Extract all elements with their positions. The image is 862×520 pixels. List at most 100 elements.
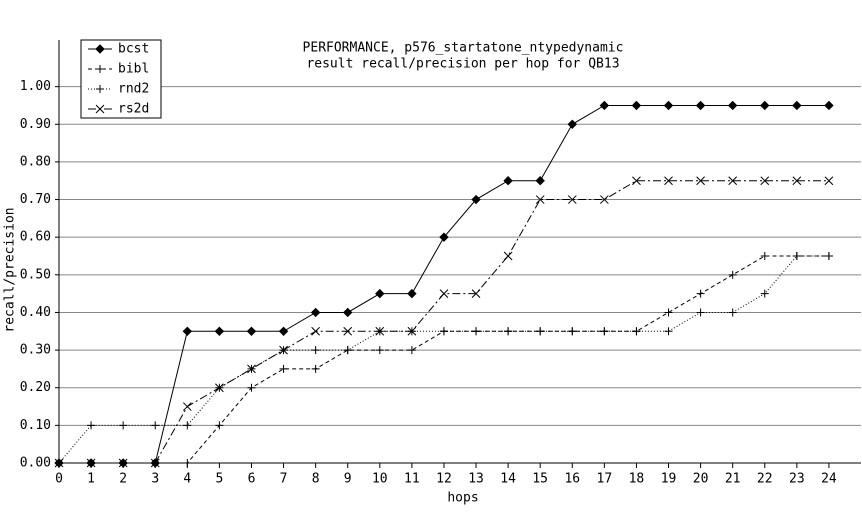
y-tick-label: 0.60 [20, 230, 51, 245]
series-line [59, 180, 829, 464]
marker [343, 307, 353, 318]
y-tick-label: 0.10 [20, 418, 51, 433]
marker [151, 421, 160, 430]
x-tick-label: 7 [280, 472, 288, 487]
legend-label: bibl [118, 62, 149, 77]
marker [278, 326, 289, 336]
marker [727, 100, 738, 111]
marker [279, 364, 288, 373]
marker [600, 327, 609, 336]
marker [760, 289, 769, 298]
legend-marker [96, 65, 104, 73]
marker [439, 232, 449, 242]
marker [279, 345, 288, 355]
marker [599, 100, 610, 111]
y-tick-label: 0.50 [20, 267, 51, 282]
chart-title: PERFORMANCE, p576_startatone_ntypedynami… [303, 41, 624, 56]
x-tick-label: 17 [597, 472, 613, 487]
marker [824, 176, 834, 186]
marker [760, 176, 770, 186]
marker [760, 100, 770, 111]
marker [728, 176, 738, 186]
legend-marker [95, 44, 105, 54]
marker [471, 289, 481, 298]
marker [535, 176, 545, 186]
marker [696, 176, 705, 186]
x-tick-label: 1 [87, 472, 95, 487]
marker [215, 383, 224, 393]
marker [664, 176, 673, 186]
marker [246, 326, 257, 336]
marker [824, 100, 834, 111]
x-tick-label: 20 [693, 472, 709, 487]
y-tick-label: 0.70 [20, 192, 51, 207]
marker [183, 421, 192, 430]
y-tick-label: 0.30 [20, 343, 51, 358]
x-axis-label: hops [447, 491, 478, 506]
marker [568, 327, 577, 336]
x-tick-label: 16 [564, 472, 580, 487]
legend-marker [96, 85, 104, 93]
marker [632, 327, 641, 336]
marker [792, 100, 802, 111]
x-tick-label: 15 [532, 472, 548, 487]
marker [663, 100, 674, 111]
y-tick-label: 0.90 [20, 117, 51, 132]
marker [214, 326, 225, 336]
marker [535, 195, 545, 204]
marker [696, 308, 705, 317]
marker [536, 327, 545, 336]
x-tick-label: 11 [404, 472, 420, 487]
marker [182, 402, 192, 411]
y-tick-label: 1.00 [20, 79, 51, 94]
marker [407, 326, 417, 336]
legend-box [80, 39, 162, 119]
x-tick-label: 18 [629, 472, 645, 487]
marker [375, 288, 385, 299]
marker [471, 194, 481, 205]
x-tick-label: 24 [821, 472, 837, 487]
marker [728, 308, 737, 317]
marker [247, 383, 256, 392]
marker [343, 326, 353, 336]
marker [247, 364, 256, 374]
marker [343, 346, 352, 355]
marker [472, 327, 481, 336]
marker [310, 307, 321, 318]
marker [311, 364, 320, 373]
marker [696, 289, 705, 298]
x-tick-label: 13 [468, 472, 484, 487]
marker [695, 100, 706, 111]
marker [119, 421, 128, 430]
marker [567, 119, 577, 129]
y-tick-label: 0.20 [20, 380, 51, 395]
marker [215, 421, 224, 430]
marker [439, 327, 448, 336]
x-tick-label: 22 [757, 472, 773, 487]
marker [182, 326, 193, 336]
marker [311, 346, 320, 355]
series-line [59, 104, 829, 464]
marker [375, 326, 385, 336]
x-tick-label: 10 [372, 472, 388, 487]
marker [760, 252, 769, 260]
marker [792, 252, 801, 260]
marker [824, 252, 833, 260]
marker [311, 326, 320, 336]
x-tick-label: 12 [436, 472, 452, 487]
marker [504, 327, 513, 336]
marker [407, 346, 416, 355]
series-line [59, 255, 829, 464]
marker [86, 458, 96, 468]
marker [87, 421, 96, 430]
x-tick-label: 0 [55, 472, 63, 487]
series-line [58, 255, 829, 464]
marker [150, 458, 160, 468]
marker [118, 458, 128, 468]
x-tick-label: 19 [661, 472, 677, 487]
marker [407, 288, 417, 299]
y-tick-label: 0.40 [20, 305, 51, 320]
marker [664, 308, 673, 317]
